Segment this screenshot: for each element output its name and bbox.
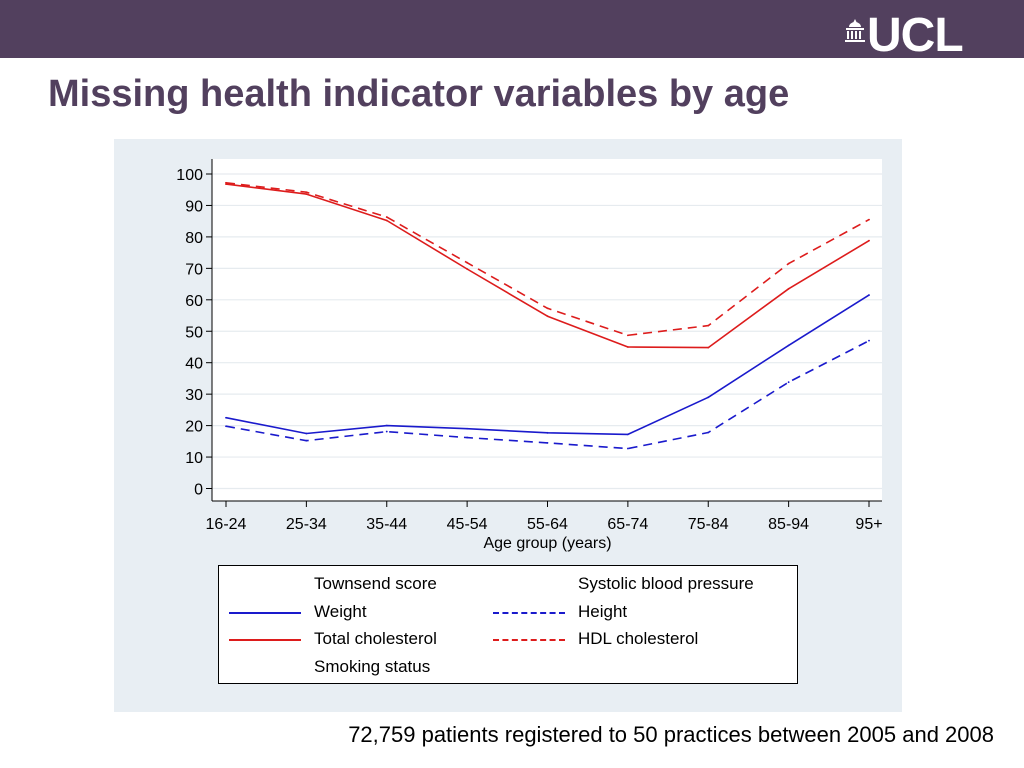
x-tick-label-8: 95+: [855, 516, 882, 533]
data-point-total-cholesterol-3: [466, 268, 469, 270]
legend-row-1: Townsend score Systolic blood pressure: [219, 574, 799, 594]
data-point-height-7: [787, 381, 790, 384]
data-point-height-8: [868, 339, 870, 342]
chart-legend: Townsend score Systolic blood pressure W…: [218, 565, 798, 684]
data-point-weight-2: [385, 424, 388, 427]
data-point-total-cholesterol-7: [787, 287, 790, 290]
logo-text: UCL: [867, 9, 964, 62]
ucl-logo: UCL: [845, 12, 995, 60]
data-point-weight-1: [305, 432, 308, 435]
legend-label-townsend: Townsend score: [314, 574, 437, 593]
y-tick-label-3: 30: [185, 387, 203, 404]
y-tick-label-1: 10: [185, 450, 203, 467]
data-point-weight-8: [868, 294, 870, 296]
legend-label-height: Height: [578, 602, 628, 621]
data-point-total-cholesterol-2: [385, 219, 388, 222]
y-tick-label-7: 70: [185, 261, 203, 278]
data-point-hdl-cholesterol-6: [707, 324, 710, 327]
legend-swatch-height: [493, 612, 565, 614]
x-tick-label-0: 16-24: [206, 516, 247, 533]
footer-note: 72,759 patients registered to 50 practic…: [348, 722, 994, 747]
legend-label-systolic: Systolic blood pressure: [578, 574, 754, 593]
data-point-height-2: [385, 430, 388, 433]
legend-swatch-hdl-cholesterol: [493, 639, 565, 641]
data-point-total-cholesterol-8: [868, 239, 870, 242]
data-point-height-5: [626, 447, 629, 450]
x-tick-label-5: 65-74: [607, 516, 648, 533]
data-point-hdl-cholesterol-2: [385, 216, 388, 218]
legend-row-4: Smoking status: [219, 657, 799, 677]
y-tick-label-2: 20: [185, 419, 203, 436]
legend-swatch-weight: [229, 612, 301, 614]
y-tick-label-4: 40: [185, 356, 203, 373]
y-tick-label-5: 50: [185, 324, 203, 341]
data-point-hdl-cholesterol-0: [225, 181, 227, 184]
data-point-height-1: [305, 439, 308, 442]
data-point-weight-6: [707, 396, 710, 399]
data-point-weight-3: [466, 427, 469, 430]
data-point-height-0: [225, 425, 227, 428]
y-tick-label-0: 0: [194, 482, 203, 499]
data-point-total-cholesterol-1: [305, 193, 308, 196]
x-tick-label-1: 25-34: [286, 516, 327, 533]
y-tick-label-6: 60: [185, 293, 203, 310]
data-point-hdl-cholesterol-5: [626, 334, 629, 337]
data-point-hdl-cholesterol-4: [546, 307, 549, 310]
x-tick-label-6: 75-84: [688, 516, 729, 533]
data-point-hdl-cholesterol-3: [466, 261, 469, 264]
slide-title: Missing health indicator variables by ag…: [48, 73, 790, 115]
header-bar: UCL: [0, 0, 1024, 60]
data-point-weight-0: [225, 416, 227, 419]
y-tick-label-10: 100: [176, 167, 203, 184]
data-point-hdl-cholesterol-8: [868, 218, 870, 221]
legend-label-hdl-cholesterol: HDL cholesterol: [578, 629, 699, 648]
legend-label-weight: Weight: [314, 602, 367, 621]
chart-panel: 0 10 20 30 40 50 60 70 80 90 100 16-24 25-34 35-44 45-…: [114, 139, 902, 712]
y-tick-label-9: 90: [185, 198, 203, 215]
x-axis-title: Age group (years): [483, 535, 611, 552]
data-point-total-cholesterol-6: [707, 346, 710, 349]
legend-row-3: Total cholesterol HDL cholesterol: [219, 629, 799, 649]
legend-label-smoking: Smoking status: [314, 657, 431, 676]
data-point-hdl-cholesterol-1: [305, 191, 308, 194]
legend-row-2: Weight Height: [219, 602, 799, 622]
line-chart: 0 10 20 30 40 50 60 70 80 90 100 16-24 25-34 35-44 45-…: [176, 159, 883, 552]
x-tick-label-7: 85-94: [768, 516, 809, 533]
portico-icon: [845, 19, 865, 42]
x-tick-label-2: 35-44: [366, 516, 407, 533]
x-tick-label-3: 45-54: [447, 516, 488, 533]
legend-label-total-cholesterol: Total cholesterol: [314, 629, 437, 648]
y-tick-label-8: 80: [185, 230, 203, 247]
data-point-total-cholesterol-5: [626, 346, 629, 348]
data-point-weight-5: [626, 433, 629, 436]
plot-area: [212, 159, 882, 501]
data-point-height-6: [707, 431, 710, 434]
data-point-hdl-cholesterol-7: [787, 262, 790, 265]
legend-swatch-total-cholesterol: [229, 639, 301, 641]
data-point-total-cholesterol-4: [546, 315, 549, 318]
x-tick-label-4: 55-64: [527, 516, 568, 533]
data-point-weight-7: [787, 344, 790, 347]
data-point-height-3: [466, 436, 469, 439]
data-point-height-4: [546, 441, 549, 444]
data-point-weight-4: [546, 431, 549, 434]
